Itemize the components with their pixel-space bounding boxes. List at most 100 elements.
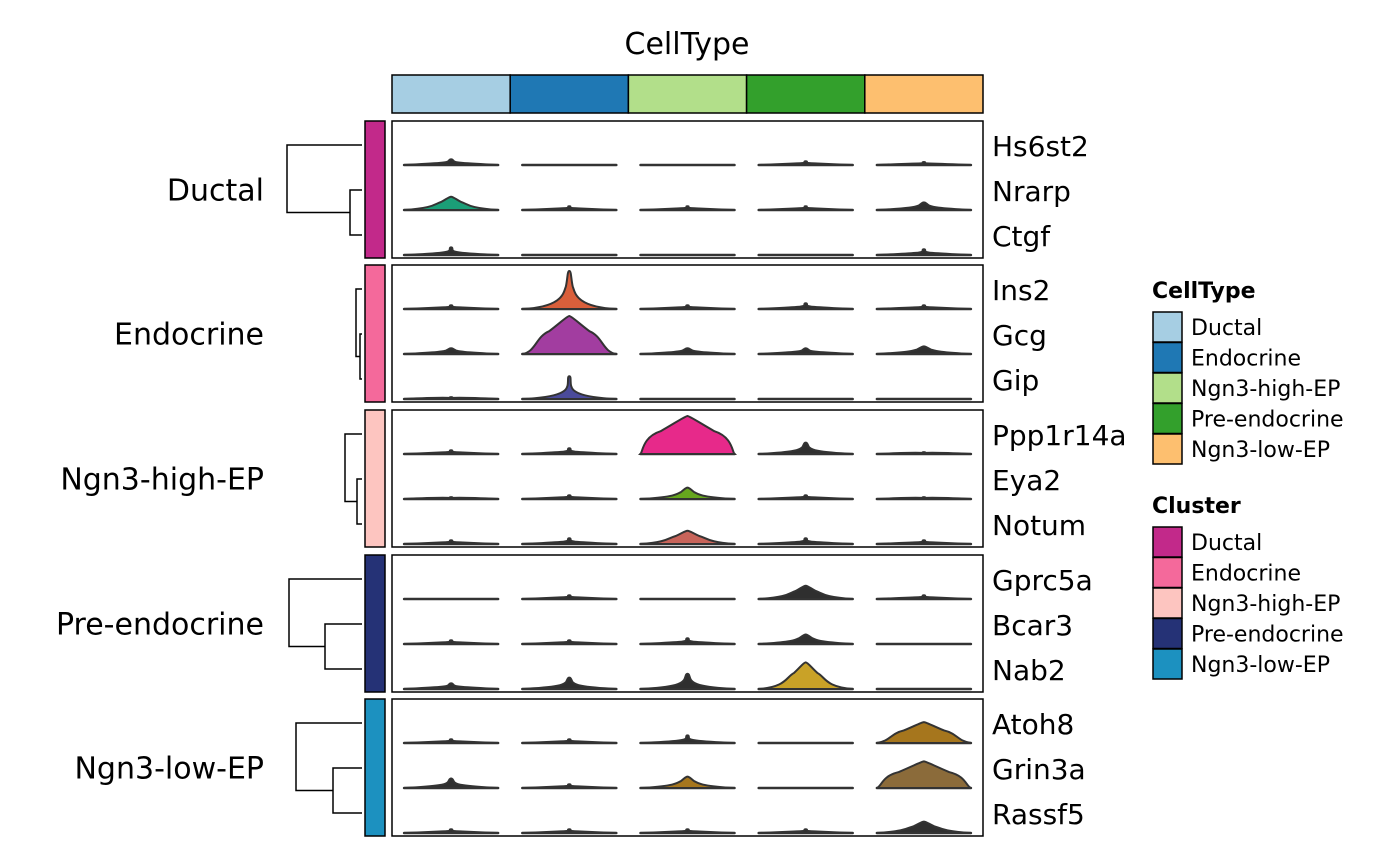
legend-title: Cluster — [1152, 494, 1241, 519]
violin — [404, 246, 499, 256]
heatmap-panel — [391, 264, 984, 403]
violin — [522, 375, 617, 400]
legends: CellType Ductal Endocrine Ngn3-high-EP Pre-e… — [1152, 279, 1344, 680]
violin — [876, 496, 971, 500]
violin — [758, 205, 853, 211]
celltype-cell — [627, 74, 748, 114]
heatmap-panels — [391, 120, 984, 837]
gene-label: Ppp1r14a — [992, 419, 1127, 452]
gene-label: Rassf5 — [992, 798, 1085, 831]
gene-label: Gprc5a — [992, 564, 1093, 597]
violin — [404, 396, 499, 400]
legend-label: Ductal — [1191, 316, 1262, 341]
violin — [640, 205, 735, 211]
violin — [640, 304, 735, 310]
legend-label: Pre-endocrine — [1191, 408, 1344, 433]
gene-label: Gip — [992, 364, 1039, 397]
violin — [522, 676, 617, 690]
violin — [876, 345, 971, 355]
legend-label: Ngn3-low-EP — [1191, 438, 1330, 463]
cluster-cell — [364, 120, 386, 259]
legend-label: Endocrine — [1191, 347, 1301, 372]
violin — [522, 205, 617, 211]
cluster-cell — [364, 409, 386, 548]
celltype-annotation-bar — [391, 74, 984, 114]
violin — [522, 738, 617, 744]
violin — [640, 734, 735, 744]
dendrogram — [286, 144, 362, 236]
legend-swatch — [1152, 556, 1183, 589]
gene-label: Eya2 — [992, 464, 1061, 497]
violin — [758, 441, 853, 455]
legend-label: Ngn3-high-EP — [1191, 377, 1340, 402]
legend-swatch — [1152, 526, 1183, 558]
violin — [522, 494, 617, 500]
violin — [404, 738, 499, 744]
violin — [640, 828, 735, 834]
legend-label: Ductal — [1191, 531, 1262, 556]
violin — [522, 594, 617, 600]
violin — [522, 314, 617, 355]
cluster-label: Ductal — [167, 174, 264, 209]
gene-label: Gcg — [992, 319, 1047, 352]
violin — [640, 672, 735, 690]
violin — [876, 160, 971, 166]
violin — [404, 539, 499, 545]
legend-swatch — [1152, 402, 1183, 435]
violin — [876, 760, 972, 789]
gene-label: Atoh8 — [992, 708, 1074, 741]
gene-label: Nrarp — [992, 175, 1071, 208]
dendrogram — [344, 433, 362, 525]
gene-label: Notum — [992, 509, 1086, 542]
violin — [637, 414, 738, 455]
celltype-cell — [745, 74, 866, 114]
violin — [758, 633, 853, 645]
violin — [404, 639, 499, 645]
violin — [640, 486, 735, 500]
violin — [758, 584, 853, 600]
violin — [876, 594, 971, 600]
violin — [522, 269, 617, 310]
legend-label: Ngn3-high-EP — [1191, 592, 1340, 617]
celltype-cell — [391, 74, 511, 114]
cluster-cell — [364, 554, 386, 693]
violin — [876, 201, 971, 211]
gene-label: Ins2 — [992, 274, 1050, 307]
cluster-label: Ngn3-low-EP — [74, 752, 264, 787]
legend-title: CellType — [1152, 279, 1256, 304]
violin — [876, 539, 971, 545]
violin — [522, 828, 617, 834]
violin — [758, 828, 853, 834]
celltype-cell — [509, 74, 630, 114]
violin — [404, 777, 499, 789]
legend-label: Ngn3-low-EP — [1191, 653, 1330, 678]
legend-label: Endocrine — [1191, 562, 1301, 587]
cluster-label: Endocrine — [114, 318, 264, 353]
gene-label: Bcar3 — [992, 609, 1073, 642]
cluster-labels: Ductal Endocrine Ngn3-high-EP Pre-endocrine… — [56, 174, 264, 787]
violin — [522, 447, 617, 455]
legend-swatch — [1152, 433, 1183, 465]
violin — [404, 158, 499, 166]
violin — [404, 449, 499, 455]
violin — [640, 637, 735, 645]
legend-swatch — [1152, 311, 1183, 343]
violin — [876, 304, 971, 310]
gene-label: Nab2 — [992, 654, 1066, 687]
heatmap-panel — [391, 554, 984, 693]
celltype-cell — [864, 74, 984, 114]
violins — [402, 158, 973, 835]
violin — [640, 775, 735, 789]
violin — [404, 828, 499, 834]
violin — [876, 721, 972, 744]
violin — [758, 661, 853, 690]
cluster-cell — [364, 698, 386, 837]
cluster-annotation-bar — [364, 120, 386, 837]
heatmap-panel — [391, 698, 984, 837]
violin — [404, 347, 499, 355]
chart-title: CellType — [625, 27, 750, 62]
violin — [522, 783, 617, 789]
legend-label: Pre-endocrine — [1191, 623, 1344, 648]
legend-swatch — [1152, 341, 1183, 374]
